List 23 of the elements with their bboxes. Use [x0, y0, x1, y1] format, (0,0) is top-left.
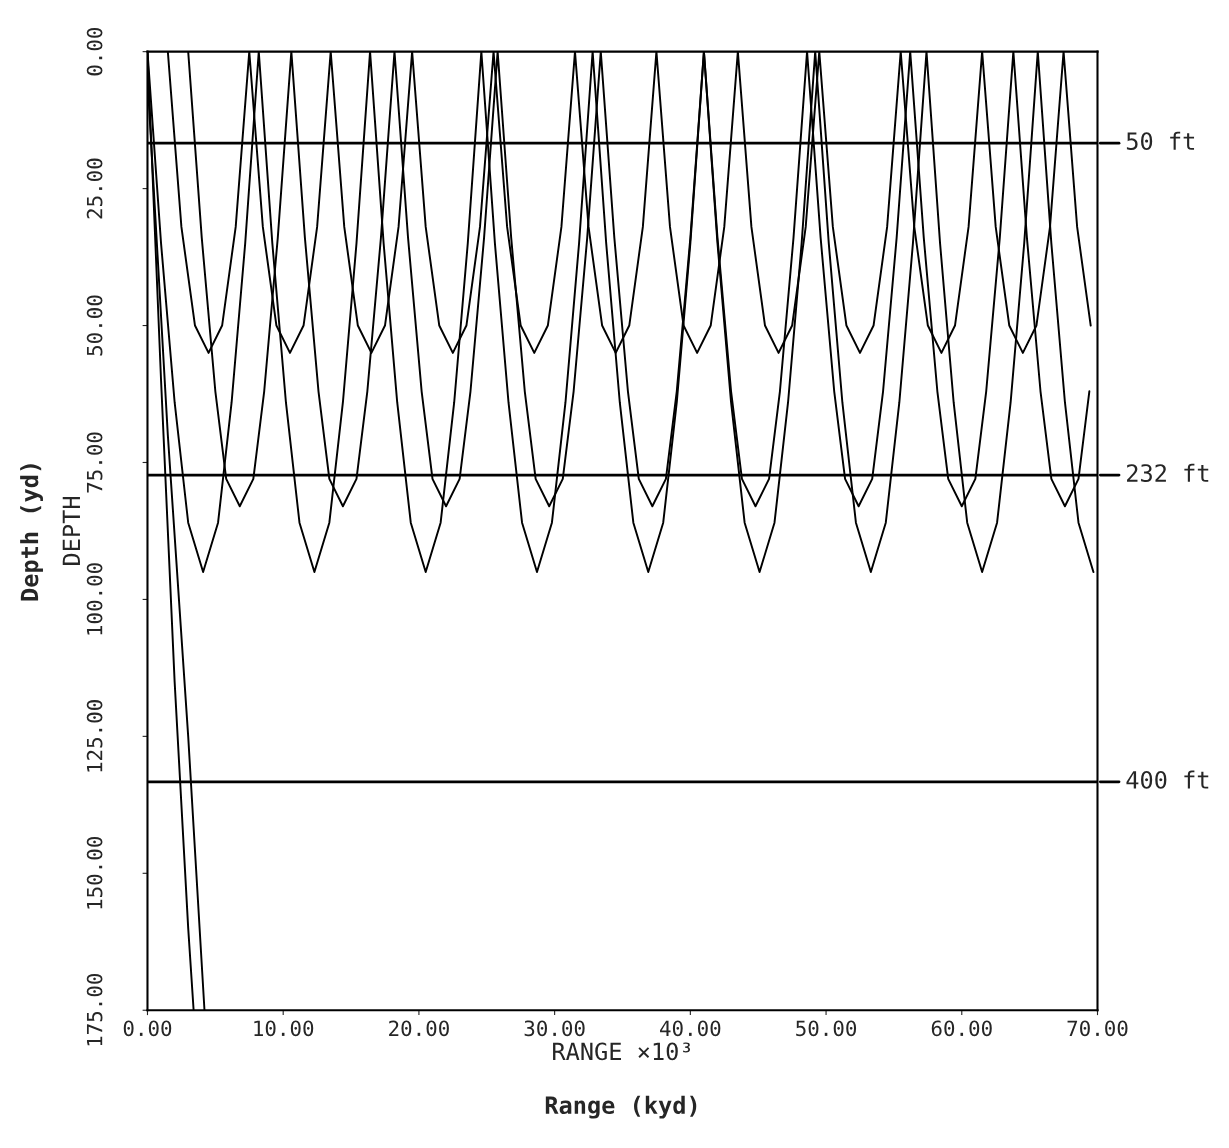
ref-line-label: 232 ft — [1127, 463, 1209, 482]
y-tick-label: 25.00 — [86, 158, 103, 219]
y-tick-label: 100.00 — [86, 563, 103, 635]
x-tick-label: 50.00 — [796, 1020, 857, 1037]
y-tick-label: 125.00 — [86, 700, 103, 772]
x-tick-label: 30.00 — [524, 1020, 585, 1037]
y-tick-label: 175.00 — [86, 973, 103, 1046]
x-tick-label: 20.00 — [389, 1020, 449, 1037]
y-tick-label: 150.00 — [86, 837, 103, 909]
text: DEPTH — [62, 496, 80, 565]
x-tick-label: 60.00 — [931, 1020, 992, 1037]
x-tick-label: 10.00 — [254, 1020, 314, 1037]
ref-line-label: 50 ft — [1126, 131, 1195, 151]
ref-line-label: 400 ft — [1126, 770, 1209, 789]
x-tick-label: 40.00 — [660, 1020, 721, 1037]
text: RANGE ×10³ — [553, 1042, 691, 1061]
x-axis-title: Range (kyd) — [545, 1095, 697, 1119]
y-tick-label: 75.00 — [86, 432, 103, 493]
y-axis-title: Depth (yd) — [20, 464, 43, 601]
y-tick-label: 0.00 — [86, 27, 103, 76]
x-tick-label: 70.00 — [1067, 1020, 1128, 1037]
x-tick-label: 0.00 — [123, 1020, 172, 1037]
y-tick-label: 50.00 — [86, 295, 103, 356]
